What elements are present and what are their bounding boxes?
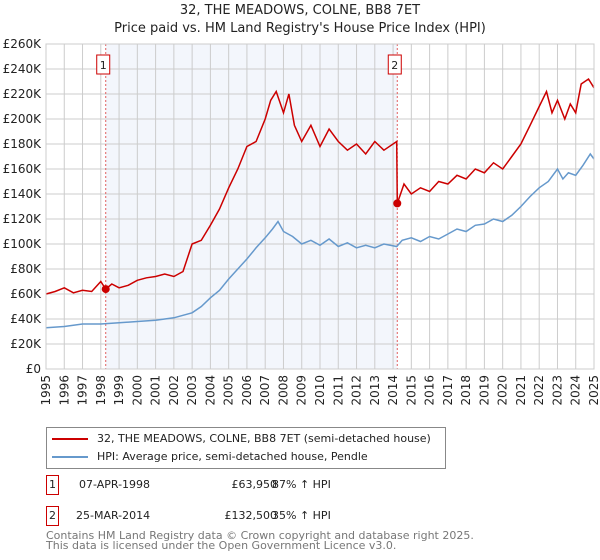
y-tick-label: £120K [3, 212, 43, 226]
legend: 32, THE MEADOWS, COLNE, BB8 7ET (semi-de… [46, 427, 446, 469]
transaction-date: 25-MAR-2014 [76, 509, 151, 522]
plot-border [45, 43, 595, 370]
x-tick-label: 2016 [423, 375, 437, 406]
y-tick-label: £240K [3, 62, 43, 76]
legend-swatch-red [52, 437, 88, 440]
x-tick-label: 2021 [514, 375, 528, 406]
y-tick-label: £60K [10, 287, 42, 301]
x-tick-label: 2009 [295, 375, 309, 406]
y-tick-label: £0 [26, 362, 41, 376]
x-tick-label: 2015 [404, 375, 418, 406]
y-tick-label: £100K [3, 237, 43, 251]
x-tick-label: 2024 [569, 375, 583, 406]
price-series-line [45, 77, 595, 295]
x-tick-label: 2019 [477, 375, 491, 406]
legend-label: HPI: Average price, semi-detached house,… [97, 450, 368, 463]
x-tick-label: 2018 [459, 375, 473, 406]
y-tick-label: £180K [3, 137, 43, 151]
x-tick-label: 1999 [112, 375, 126, 406]
legend-label: 32, THE MEADOWS, COLNE, BB8 7ET (semi-de… [97, 432, 431, 445]
sale-point [101, 285, 110, 294]
x-tick-label: 2013 [368, 375, 382, 406]
sale-point [393, 199, 402, 208]
legend-item-hpi: HPI: Average price, semi-detached house,… [52, 450, 368, 463]
transaction-date: 07-APR-1998 [79, 478, 151, 491]
marker-badge: 2 [46, 506, 59, 526]
footer: Contains HM Land Registry data © Crown c… [46, 529, 474, 552]
x-tick-label: 2002 [167, 375, 181, 406]
marker-badge: 1 [46, 475, 59, 495]
x-tick-label: 2022 [532, 375, 546, 406]
x-tick-label: 1996 [57, 375, 71, 406]
footer-licence: This data is licensed under the Open Gov… [46, 539, 397, 552]
x-tick-label: 2004 [203, 375, 217, 406]
sale-period-shade [105, 44, 398, 369]
y-tick-label: £220K [3, 87, 43, 101]
transaction-hpi: 87% ↑ HPI [272, 478, 331, 491]
sale-marker-label: 2 [391, 59, 398, 72]
plot-area: £0 £20K £40K £60K £80K £100K £120K £140K £160K £1… [3, 37, 600, 406]
legend-item-property: 32, THE MEADOWS, COLNE, BB8 7ET (semi-de… [52, 432, 431, 445]
chart-subtitle: Price paid vs. HM Land Registry's House … [114, 21, 486, 36]
sale-marker-label: 1 [100, 59, 107, 72]
sale-marker-box [387, 54, 402, 75]
x-tick-label: 2007 [258, 375, 272, 406]
legend-swatch-blue [52, 455, 88, 458]
x-tick-label: 2001 [149, 375, 163, 406]
sale-marker-box [96, 54, 111, 75]
x-tick-label: 2025 [587, 375, 600, 406]
x-tick-label: 2014 [386, 375, 400, 406]
y-tick-label: £260K [3, 37, 43, 51]
x-tick-label: 2006 [240, 375, 254, 406]
x-tick-label: 1995 [39, 375, 53, 406]
transaction-price: £63,950 [231, 478, 278, 491]
y-tick-label: £20K [10, 337, 42, 351]
y-tick-label: £80K [10, 262, 42, 276]
x-tick-label: 2003 [185, 375, 199, 406]
x-tick-label: 2000 [130, 375, 144, 406]
chart-title: 32, THE MEADOWS, COLNE, BB8 7ET [179, 3, 421, 18]
y-tick-label: £200K [3, 112, 43, 126]
x-tick-label: 2011 [331, 375, 345, 406]
transaction-hpi: 35% ↑ HPI [272, 509, 331, 522]
y-tick-label: £140K [3, 187, 43, 201]
y-tick-label: £40K [10, 312, 42, 326]
y-tick-label: £160K [3, 162, 43, 176]
x-tick-label: 2005 [222, 375, 236, 406]
x-tick-label: 2020 [496, 375, 510, 406]
x-tick-label: 2023 [550, 375, 564, 406]
x-tick-label: 1997 [76, 375, 90, 406]
x-tick-label: 2012 [350, 375, 364, 406]
transaction-price: £132,500 [224, 509, 278, 522]
x-tick-label: 2017 [441, 375, 455, 406]
x-tick-label: 2008 [276, 375, 290, 406]
footer-copyright: Contains HM Land Registry data © Crown c… [46, 529, 474, 542]
x-tick-label: 2010 [313, 375, 327, 406]
x-tick-label: 1998 [94, 375, 108, 406]
hpi-series-line [45, 152, 595, 329]
